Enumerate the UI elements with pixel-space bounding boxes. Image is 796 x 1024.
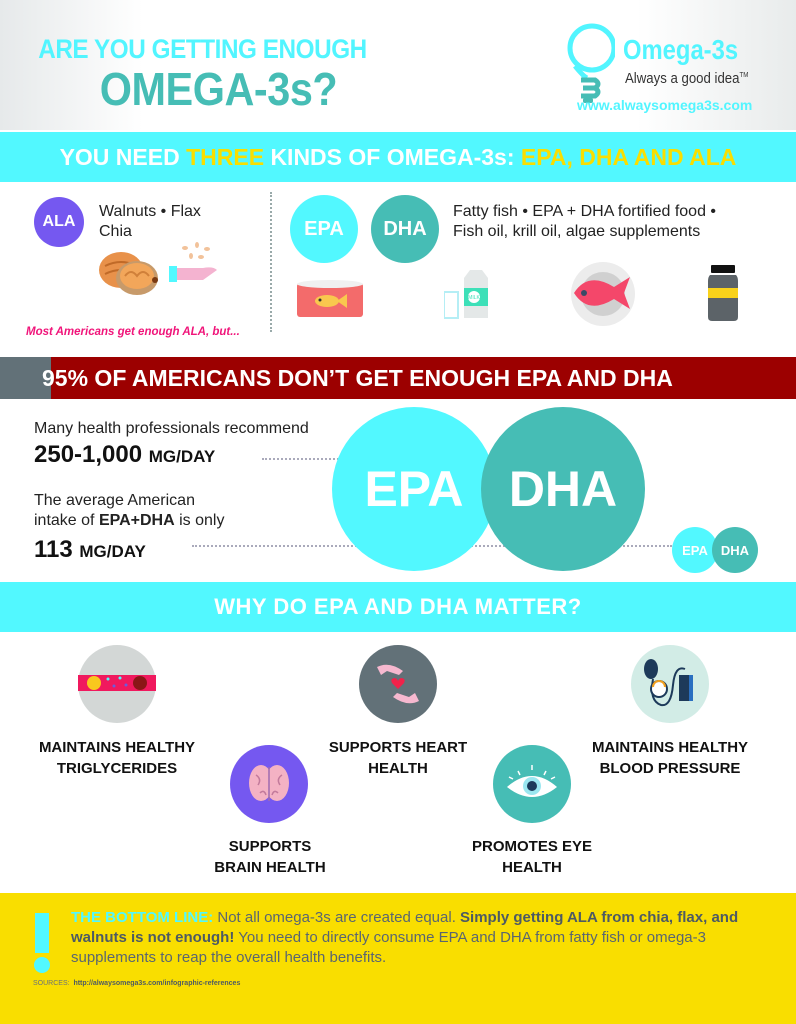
sources-line: SOURCES: http://alwaysomega3s.com/infogr… — [33, 980, 241, 987]
recommended-value: 250-1,000 MG/DAY — [34, 441, 216, 468]
dha-actual-circle: DHA — [712, 527, 758, 573]
title-line-1: ARE YOU GETTING ENOUGH — [38, 34, 367, 64]
dha-badge: DHA — [371, 195, 439, 263]
header: ARE YOU GETTING ENOUGH OMEGA-3s? Omega-3… — [0, 0, 796, 130]
logo-tagline: Always a good ideaTM — [625, 70, 749, 87]
blood-vessel-icon — [78, 675, 156, 691]
benefit-triglycerides: MAINTAINS HEALTHY TRIGLYCERIDES — [38, 739, 196, 777]
sources-link[interactable]: http://alwaysomega3s.com/infographic-ref… — [73, 980, 241, 987]
banner-gray-segment — [0, 357, 51, 399]
benefit-heart: SUPPORTS HEART HEALTH — [328, 739, 468, 777]
brain-icon-circle — [230, 745, 308, 823]
brain-icon — [249, 765, 289, 801]
eye-icon — [507, 765, 557, 797]
triglycerides-icon-circle — [78, 645, 156, 723]
ala-sources: Walnuts • Flax Chia — [99, 203, 201, 240]
deficit-banner: 95% OF AMERICANS DON’T GET ENOUGH EPA AN… — [0, 357, 796, 399]
logo-name: Omega-3s — [623, 34, 739, 65]
why-matter-heading: WHY DO EPA AND DHA MATTER? — [0, 582, 796, 632]
website-link[interactable]: www.alwaysomega3s.com — [577, 97, 753, 113]
hand-seeds-icon — [169, 242, 217, 282]
svg-text:MILK: MILK — [468, 295, 480, 301]
dha-recommended-circle: DHA — [481, 407, 645, 571]
epa-recommended-circle: EPA — [332, 407, 496, 571]
bottom-line-text: THE BOTTOM LINE: Not all omega-3s are cr… — [71, 909, 739, 966]
three-kinds-heading: YOU NEED THREE KINDS OF OMEGA-3s: EPA, D… — [0, 132, 796, 182]
average-label: The average American intake of EPA+DHA i… — [34, 492, 225, 529]
canned-fish-icon — [297, 280, 363, 317]
benefit-brain: SUPPORTS BRAIN HEALTH — [214, 838, 326, 876]
section-divider — [270, 192, 272, 332]
eye-icon-circle — [493, 745, 571, 823]
dotted-leader — [262, 458, 342, 460]
title-line-2: OMEGA-3s? — [99, 63, 338, 115]
average-value: 113 MG/DAY — [34, 536, 146, 563]
exclamation-icon — [34, 913, 50, 973]
heart-icon-circle — [359, 645, 437, 723]
epa-actual-circle: EPA — [672, 527, 718, 573]
bottom-line-panel — [0, 893, 796, 1024]
epa-dha-sources: Fatty fish • EPA + DHA fortified food • … — [453, 203, 717, 240]
epa-badge: EPA — [290, 195, 358, 263]
ala-note: Most Americans get enough ALA, but... — [26, 326, 240, 338]
walnut-icon — [99, 252, 158, 295]
blood-pressure-icon-circle — [631, 645, 709, 723]
hands-heart-icon — [377, 664, 419, 704]
fish-plate-icon — [571, 262, 635, 326]
benefit-eye: PROMOTES EYE HEALTH — [471, 838, 593, 876]
supplement-bottle-icon — [708, 265, 738, 321]
blood-pressure-monitor-icon — [644, 659, 693, 707]
omega3s-logo[interactable]: Omega-3s Always a good ideaTM www.always… — [565, 20, 775, 120]
lightbulb-3-icon — [567, 23, 615, 103]
milk-carton-icon: MILK — [444, 270, 488, 319]
benefit-blood-pressure: MAINTAINS HEALTHY BLOOD PRESSURE — [591, 739, 749, 777]
recommended-label: Many health professionals recommend — [34, 420, 309, 437]
ala-badge: ALA — [34, 197, 84, 247]
